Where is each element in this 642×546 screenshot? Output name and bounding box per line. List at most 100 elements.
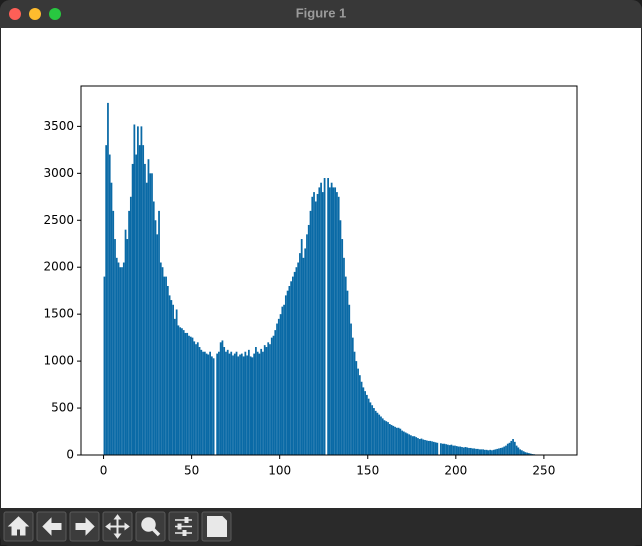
bar	[137, 126, 139, 455]
configure-button[interactable]	[168, 511, 199, 542]
bar	[191, 337, 194, 455]
bar	[466, 447, 469, 455]
bar	[469, 447, 472, 455]
minimize-button[interactable]	[29, 8, 41, 20]
bar	[299, 253, 301, 455]
bar	[179, 327, 182, 455]
bar	[144, 163, 146, 455]
bar	[142, 145, 145, 456]
bar	[290, 281, 293, 455]
bar	[114, 239, 116, 455]
bar	[163, 276, 166, 455]
y-tick-label: 1500	[43, 307, 74, 321]
save-button[interactable]	[201, 511, 232, 542]
bar	[471, 448, 474, 455]
bar	[131, 163, 134, 455]
bar	[226, 349, 229, 455]
bar	[239, 354, 241, 455]
forward-button[interactable]	[69, 511, 100, 542]
bar	[145, 182, 148, 455]
bar	[358, 375, 361, 455]
bar	[431, 441, 433, 455]
bar	[512, 439, 514, 455]
bar	[415, 437, 418, 455]
bar	[177, 325, 180, 455]
y-tick-label: 500	[51, 401, 74, 415]
bar	[175, 309, 178, 455]
bar	[413, 436, 416, 455]
bar	[209, 351, 211, 455]
bar	[491, 450, 493, 455]
bar	[152, 201, 155, 455]
bar	[279, 314, 282, 455]
bar	[313, 192, 315, 455]
bar	[269, 344, 271, 455]
bar	[447, 444, 449, 455]
bar	[233, 353, 236, 455]
bar	[198, 347, 201, 455]
bar	[207, 354, 210, 455]
bar	[355, 361, 358, 455]
close-button[interactable]	[9, 8, 21, 20]
bar	[251, 357, 254, 455]
bar	[459, 446, 462, 455]
bar	[218, 351, 220, 455]
bar	[115, 257, 118, 455]
bar	[121, 267, 123, 455]
bar	[519, 449, 521, 455]
bar	[494, 449, 497, 455]
bar	[402, 431, 405, 455]
bar	[147, 159, 150, 456]
bar	[336, 192, 338, 455]
bar	[388, 424, 391, 455]
bar	[156, 234, 159, 455]
bar	[161, 267, 164, 455]
bar	[478, 449, 481, 455]
bar	[475, 448, 477, 455]
bar	[107, 102, 109, 456]
bar	[135, 154, 138, 455]
bar	[487, 450, 490, 455]
bar	[329, 187, 331, 455]
x-tick-label: 100	[268, 464, 291, 478]
bar	[482, 449, 484, 455]
bar	[439, 443, 442, 455]
axes-frame	[80, 85, 578, 456]
bar	[174, 318, 176, 455]
bar	[503, 446, 506, 455]
bar	[406, 433, 409, 455]
zoom-button[interactable]	[49, 8, 61, 20]
bar	[323, 178, 326, 456]
y-tick-label: 2000	[43, 260, 74, 274]
bar	[260, 348, 263, 455]
bar	[528, 453, 530, 455]
bar	[410, 435, 412, 455]
home-button[interactable]	[3, 511, 34, 542]
bar	[300, 239, 303, 455]
bar	[348, 304, 351, 455]
zoom-button[interactable]	[135, 511, 166, 542]
bar	[510, 440, 513, 455]
bar	[373, 408, 375, 455]
back-button[interactable]	[36, 511, 67, 542]
bar	[351, 337, 354, 455]
bar	[529, 453, 532, 455]
bar	[367, 398, 370, 455]
bar	[464, 447, 467, 455]
bar	[293, 271, 296, 455]
bar	[411, 436, 414, 455]
bar	[394, 426, 396, 455]
bar	[343, 257, 345, 455]
bar	[454, 445, 456, 455]
bar	[258, 353, 261, 455]
bar	[427, 440, 430, 455]
pan-button[interactable]	[102, 511, 133, 542]
bar	[105, 145, 108, 456]
x-tick-label: 0	[100, 464, 108, 478]
bar	[337, 196, 340, 456]
bar	[159, 262, 162, 455]
bar	[513, 441, 516, 455]
bar	[297, 262, 300, 455]
bar	[376, 412, 379, 455]
bar	[380, 416, 382, 455]
